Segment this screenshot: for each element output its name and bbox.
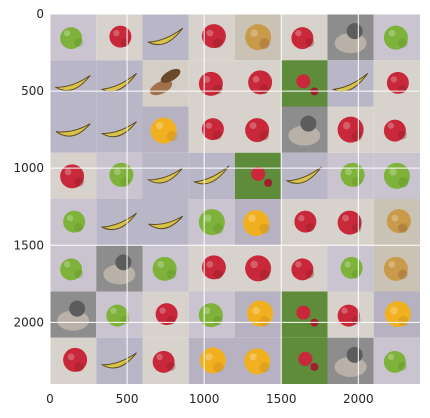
- image-tile-green-grass: [281, 291, 328, 338]
- image-tile-red-apple: [373, 106, 420, 153]
- gridlines: [49, 13, 420, 384]
- image-tile-lime: [327, 152, 374, 199]
- image-tile-lime: [50, 14, 97, 61]
- image-tile-red-apple: [327, 106, 374, 153]
- image-tile-lime: [96, 152, 143, 199]
- y-tick-label: 1500: [13, 238, 44, 252]
- image-tile-orange: [235, 291, 282, 338]
- image-tile-apple-gold: [373, 199, 420, 246]
- image-tile-green-grass: [281, 60, 328, 107]
- image-tile-red-apple: [96, 14, 143, 61]
- image-tile-red-apple: [327, 199, 374, 246]
- image-tile-banana: [281, 152, 328, 199]
- image-tile-orange: [142, 106, 189, 153]
- image-tile-red-apple: [188, 245, 235, 292]
- x-tick-label: 1500: [266, 392, 297, 406]
- image-tile-hand-gray: [327, 14, 374, 61]
- image-tile-lime: [373, 337, 420, 384]
- image-tile-hand-gray: [50, 291, 97, 338]
- image-tile-lime: [142, 245, 189, 292]
- y-tick-label: 1000: [13, 161, 44, 175]
- image-tile-banana: [96, 106, 143, 153]
- image-tile-red-apple: [188, 106, 235, 153]
- y-axis-ticks: 0 500 1000 1500 2000: [13, 7, 44, 329]
- image-tile-red-apple: [235, 106, 282, 153]
- image-tile-banana: [142, 152, 189, 199]
- image-tile-red-apple: [50, 337, 97, 384]
- x-axis-ticks: 0 500 1000 1500 2000: [46, 392, 373, 406]
- image-tile-lime: [373, 14, 420, 61]
- image-tile-orange: [188, 337, 235, 384]
- image-tile-red-apple: [235, 60, 282, 107]
- image-tile-red-apple: [188, 14, 235, 61]
- y-tick-label: 500: [21, 84, 44, 98]
- image-tile-apple-gold: [373, 245, 420, 292]
- image-tile-red-apple: [50, 152, 97, 199]
- image-tile-red-apple: [327, 291, 374, 338]
- image-tile-green-grass: [281, 337, 328, 384]
- image-tile-red-apple: [188, 60, 235, 107]
- image-tile-lime: [373, 152, 420, 199]
- image-tile-hand-gray: [327, 337, 374, 384]
- image-tile-banana: [96, 199, 143, 246]
- image-tile-orange: [373, 291, 420, 338]
- image-tile-lime: [50, 199, 97, 246]
- x-tick-label: 1000: [189, 392, 220, 406]
- image-tile-orange: [235, 199, 282, 246]
- image-tile-banana: [96, 337, 143, 384]
- image-tiles: [50, 14, 420, 384]
- image-tile-red-apple: [142, 291, 189, 338]
- image-tile-apple-gold: [235, 14, 282, 61]
- image-tile-green-grass: [235, 152, 282, 199]
- image-tile-lime: [50, 245, 97, 292]
- image-tile-red-apple: [373, 60, 420, 107]
- image-tile-lime: [327, 245, 374, 292]
- y-tick-label: 0: [36, 7, 44, 21]
- image-tile-banana: [50, 60, 97, 107]
- image-tile-orange: [235, 337, 282, 384]
- image-tile-red-apple: [142, 337, 189, 384]
- image-tile-lime: [188, 199, 235, 246]
- image-tile-banana: [327, 60, 374, 107]
- y-tick-label: 2000: [13, 315, 44, 329]
- x-tick-label: 500: [116, 392, 139, 406]
- image-tile-hand-gray: [281, 106, 328, 153]
- image-tile-lime: [96, 291, 143, 338]
- image-tile-banana: [188, 152, 235, 199]
- image-tile-red-apple: [281, 199, 328, 246]
- x-tick-label: 0: [46, 392, 54, 406]
- image-tile-banana: [96, 60, 143, 107]
- image-tile-banana: [142, 14, 189, 61]
- image-tile-banana: [142, 199, 189, 246]
- image-tile-red-apple: [281, 245, 328, 292]
- image-tile-potato: [142, 60, 189, 107]
- image-tile-red-apple: [281, 14, 328, 61]
- x-tick-label: 2000: [343, 392, 374, 406]
- image-tile-banana: [50, 106, 97, 153]
- image-tile-lime: [188, 291, 235, 338]
- image-tile-hand-gray: [96, 245, 143, 292]
- image-tile-red-apple: [235, 245, 282, 292]
